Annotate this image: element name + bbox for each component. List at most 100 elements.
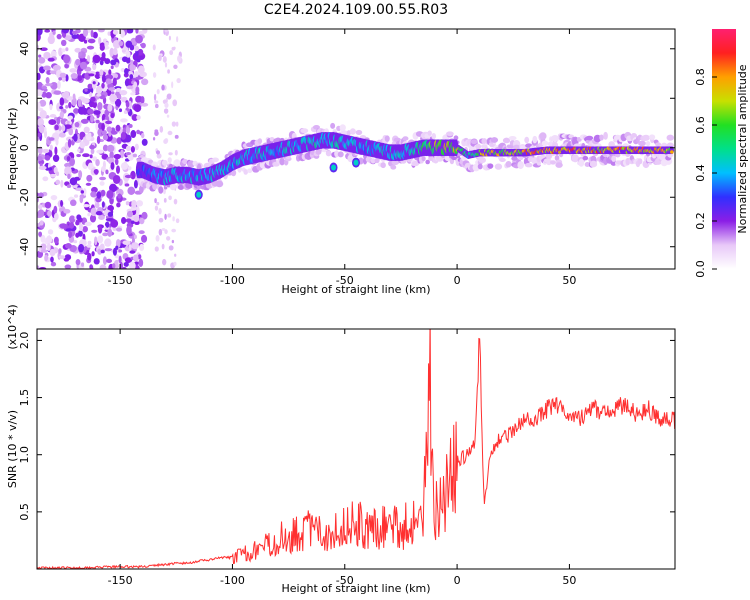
spectrogram-cell: [40, 243, 47, 251]
spectrogram-cell: [549, 160, 557, 165]
spectrogram-cell: [163, 197, 167, 203]
spectrogram-cell: [69, 221, 75, 229]
spectrogram-cell: [130, 170, 136, 180]
spectrogram-cell: [121, 217, 127, 225]
spectrogram-cell: [125, 50, 131, 58]
spectrogram-cell: [102, 144, 109, 152]
spectrogram-cell: [139, 217, 145, 225]
x-tick-label: 50: [562, 574, 576, 587]
spectrogram-cell: [75, 187, 84, 192]
spectrogram-cell: [118, 108, 123, 113]
snr-y-label: SNR (10 * v/v): [6, 410, 19, 488]
spectrogram-cell: [154, 205, 159, 211]
spectrogram-cell: [431, 132, 437, 140]
spectrogram-cell: [131, 114, 139, 122]
spectrogram-cell: [120, 149, 125, 159]
x-tick-label: -150: [108, 274, 133, 287]
spectrogram-cell: [135, 86, 140, 95]
spectrogram-cell: [119, 90, 128, 96]
x-tick-label: -100: [220, 574, 245, 587]
spectrogram-cell: [517, 161, 524, 170]
spectrogram-cell: [120, 29, 125, 38]
spectrogram-cell: [112, 77, 117, 86]
spectrogram-cell: [100, 249, 105, 254]
x-tick-label: -50: [336, 574, 354, 587]
x-tick-label: -50: [336, 274, 354, 287]
spectrogram-cell: [80, 118, 89, 124]
spectrogram-cell: [105, 221, 110, 228]
spectrogram-cell: [374, 157, 380, 164]
spectrogram-cell: [589, 160, 598, 168]
spectrogram-cell: [116, 227, 123, 232]
spectrogram-cell: [83, 126, 90, 134]
spectrogram-cell: [49, 248, 56, 257]
spectrogram-cell: [41, 91, 47, 98]
spectrogram-cell: [166, 114, 170, 118]
spectrogram-cell: [158, 228, 163, 236]
spectrogram-cell: [164, 62, 168, 68]
spectrogram-cell: [61, 29, 70, 34]
spectrogram-cell: [126, 225, 132, 235]
spectrogram-cell: [490, 137, 499, 143]
spectrogram-cell: [118, 95, 122, 100]
colorbar: 0.0 0.2 0.4 0.6 0.8 Normalized spectral ampl…: [694, 29, 749, 278]
spectrogram-cell: [87, 212, 91, 217]
spectrogram-cell: [38, 266, 47, 269]
spectrogram-cell: [163, 108, 169, 114]
spectrogram-cell: [524, 136, 530, 144]
spectrogram-cell: [135, 34, 143, 44]
spectrogram-cell: [161, 227, 166, 231]
spectrogram-x-label: Height of straight line (km): [281, 283, 430, 296]
spectrogram-cell: [84, 221, 92, 227]
spectrogram-cell: [110, 219, 119, 228]
spectrogram-cell: [120, 118, 127, 122]
spectrogram-cell: [125, 40, 133, 48]
spectrogram-cell: [58, 132, 66, 138]
spectrogram-cell: [109, 151, 114, 160]
spectrogram-cell: [134, 221, 140, 226]
spectrogram-cell: [37, 56, 46, 64]
spectrogram-cell: [76, 214, 82, 221]
spectrogram-cell: [148, 159, 154, 164]
spectrogram-cell: [133, 180, 138, 189]
spectrogram-cell: [478, 157, 486, 164]
spectrogram-cell: [37, 265, 40, 269]
spectrogram-cell: [41, 85, 48, 90]
spectrogram-cell: [95, 119, 100, 124]
spectrogram-cell: [104, 248, 113, 252]
chart-title: C2E4.2024.109.00.55.R03: [264, 2, 448, 18]
spectrogram-cell: [43, 65, 51, 71]
spectrogram-cell: [79, 141, 86, 149]
spectrogram-cell: [73, 194, 79, 198]
spectrogram-cell: [107, 205, 114, 212]
spectrogram-cell: [118, 255, 122, 264]
spectrogram-cell: [325, 150, 332, 157]
spectrogram-cell: [87, 38, 96, 44]
spectrogram-cell: [40, 234, 46, 243]
spectrogram-cell: [168, 195, 172, 201]
spectrogram-cell: [114, 98, 122, 107]
spectrogram-cell: [611, 155, 617, 162]
spectrogram-cell: [44, 29, 51, 33]
spectrogram-cell: [86, 244, 92, 248]
spectrogram-cell: [75, 220, 80, 226]
spectrogram-cell: [73, 133, 78, 142]
spectrogram-cell: [161, 243, 165, 250]
spectrogram-cell: [131, 199, 137, 209]
spectrogram-cell: [49, 70, 58, 75]
spectrogram-cell: [47, 229, 54, 235]
spectrogram-cell: [52, 64, 61, 72]
spectrogram-cell: [133, 215, 140, 222]
spectrogram-cell: [411, 160, 420, 167]
spectrogram-cell: [59, 111, 65, 119]
spectrogram-cell: [136, 206, 140, 216]
spectrogram-cell: [315, 148, 322, 155]
spectrogram-cell: [50, 194, 58, 201]
spectrogram-cell: [164, 229, 168, 235]
spectrogram-cell: [445, 131, 454, 137]
spectrogram-cell: [43, 51, 51, 60]
spectrogram-cell: [125, 145, 131, 152]
spectrogram-cell: [44, 254, 49, 262]
spectrogram-cell: [100, 189, 106, 197]
